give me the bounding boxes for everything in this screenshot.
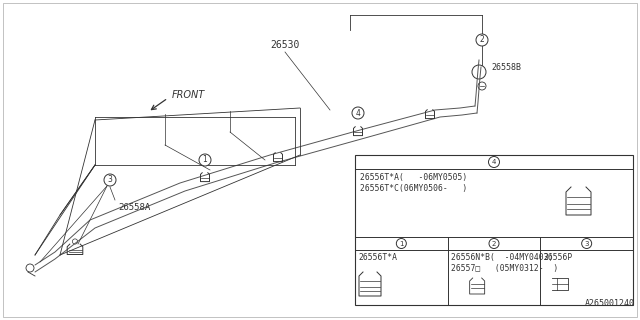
Circle shape [476, 34, 488, 46]
Circle shape [489, 238, 499, 249]
Bar [355, 155, 633, 305]
Text: 2: 2 [492, 241, 496, 246]
Text: 4: 4 [356, 108, 360, 117]
Circle shape [352, 107, 364, 119]
Text: A265001240: A265001240 [585, 299, 635, 308]
Circle shape [488, 156, 499, 167]
Circle shape [582, 238, 591, 249]
Text: 1: 1 [399, 241, 404, 246]
Text: 26530: 26530 [270, 40, 300, 50]
Text: 26556P: 26556P [543, 253, 573, 262]
Circle shape [199, 154, 211, 166]
Text: 1: 1 [203, 156, 207, 164]
Circle shape [396, 238, 406, 249]
Text: 26556T*C(06MY0506-   ): 26556T*C(06MY0506- ) [360, 184, 467, 193]
Text: 26556T*A(   -06MY0505): 26556T*A( -06MY0505) [360, 173, 467, 182]
Text: 3: 3 [584, 241, 589, 246]
Text: 26558B: 26558B [491, 63, 521, 73]
Text: 2: 2 [479, 36, 484, 44]
Text: 26556T*A: 26556T*A [358, 253, 397, 262]
Circle shape [104, 174, 116, 186]
Text: 3: 3 [108, 175, 113, 185]
Text: 4: 4 [492, 159, 496, 165]
Text: 26556N*B(  -04MY0403): 26556N*B( -04MY0403) [451, 253, 553, 262]
Text: FRONT: FRONT [172, 90, 205, 100]
Text: 26558A: 26558A [118, 204, 150, 212]
Text: 26557□   (05MY0312-  ): 26557□ (05MY0312- ) [451, 264, 558, 273]
